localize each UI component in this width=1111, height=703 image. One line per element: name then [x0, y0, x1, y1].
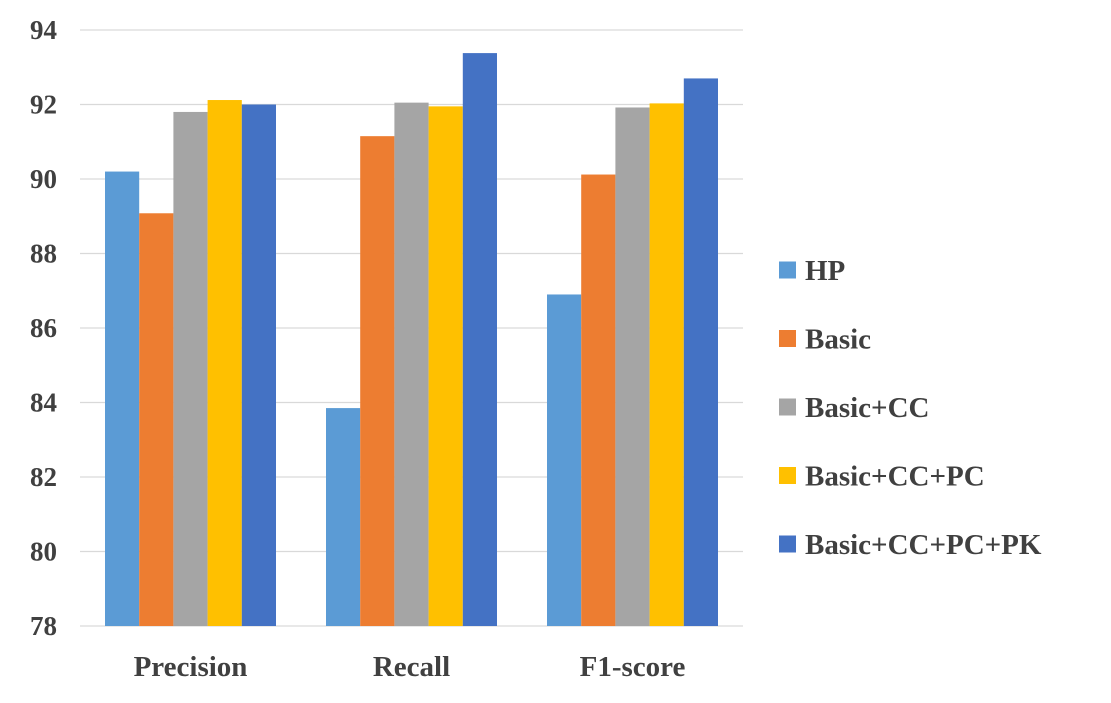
bar-basic-cc-recall: [394, 102, 429, 626]
x-category-label: Recall: [373, 651, 450, 683]
y-tick-label: 84: [30, 388, 57, 418]
legend-label: HP: [805, 255, 845, 287]
bar-basic-cc-pc-pk-f1-score: [683, 78, 718, 627]
x-category-label: Precision: [134, 651, 248, 683]
bars: [105, 53, 718, 627]
legend-swatch: [779, 330, 796, 347]
bar-basic-cc-pc-f1-score: [649, 103, 684, 626]
bar-basic-cc-pc-pk-recall: [462, 53, 497, 627]
legend-swatch: [779, 398, 796, 416]
y-tick-label: 88: [30, 239, 57, 269]
legend-swatch: [779, 535, 796, 553]
bar-hp-f1-score: [547, 294, 582, 626]
bar-hp-precision: [105, 171, 140, 627]
bar-basic-precision: [139, 213, 174, 626]
legend-label: Basic+CC+PC: [805, 461, 985, 493]
bar-basic-cc-pc-precision: [207, 100, 242, 626]
bar-basic-cc-f1-score: [615, 107, 650, 627]
x-category-label: F1-score: [580, 651, 686, 683]
bar-basic-cc-precision: [173, 111, 208, 626]
y-tick-label: 82: [30, 462, 57, 492]
bar-basic-f1-score: [581, 174, 616, 626]
y-tick-label: 92: [30, 90, 57, 120]
legend-label: Basic: [805, 324, 871, 356]
legend-swatch: [779, 467, 796, 484]
x-axis-categories: Precision Recall F1-score: [134, 651, 686, 683]
bar-basic-cc-pc-recall: [428, 106, 463, 627]
y-tick-label: 78: [30, 611, 57, 641]
legend: HP Basic Basic+CC Basic+CC+PC Basic+CC+PC+PK: [779, 255, 1042, 561]
bar-basic-recall: [360, 136, 395, 626]
y-tick-label: 94: [30, 15, 57, 45]
legend-swatch: [779, 261, 796, 279]
y-axis-ticks: 78 80 82 84 86 88 90 92 94: [30, 15, 57, 641]
y-tick-label: 90: [30, 164, 57, 194]
bar-hp-recall: [326, 408, 361, 626]
y-tick-label: 80: [30, 537, 57, 567]
bar-basic-cc-pc-pk-precision: [241, 104, 276, 626]
legend-label: Basic+CC+PC+PK: [805, 529, 1042, 561]
y-tick-label: 86: [30, 313, 57, 343]
legend-label: Basic+CC: [805, 392, 929, 424]
